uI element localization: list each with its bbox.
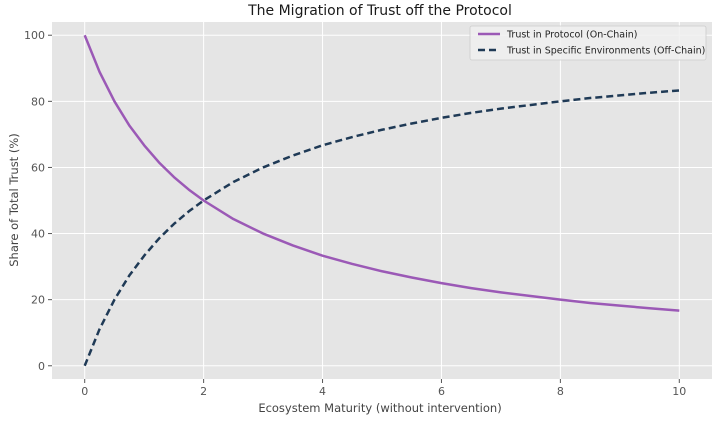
- y-tick-label: 0: [38, 360, 45, 373]
- series-layer: [83, 34, 680, 367]
- y-tick-label: 40: [31, 228, 45, 241]
- x-tick-label: 8: [557, 385, 564, 398]
- chart-title: The Migration of Trust off the Protocol: [247, 3, 512, 19]
- series-line-protocol: [83, 34, 680, 312]
- y-tick-label: 80: [31, 95, 45, 108]
- y-tick-label: 100: [24, 29, 45, 42]
- series-line-environments: [83, 89, 680, 367]
- legend-label-environments: Trust in Specific Environments (Off-Chai…: [506, 46, 705, 57]
- legend: Trust in Protocol (On-Chain) Trust in Sp…: [469, 25, 707, 61]
- legend-box: [469, 25, 707, 61]
- y-tick-label: 20: [31, 294, 45, 307]
- grid: [52, 22, 712, 379]
- x-tick-label: 2: [200, 385, 207, 398]
- y-axis-label: Share of Total Trust (%): [7, 133, 21, 267]
- plot-area: [52, 22, 712, 379]
- x-tick-label: 6: [438, 385, 445, 398]
- x-tick-label: 10: [672, 385, 686, 398]
- y-tick-label: 60: [31, 161, 45, 174]
- x-axis-label: Ecosystem Maturity (without intervention…: [258, 401, 501, 415]
- x-tick-label: 4: [319, 385, 326, 398]
- x-tick-label: 0: [81, 385, 88, 398]
- legend-label-protocol: Trust in Protocol (On-Chain): [506, 30, 638, 41]
